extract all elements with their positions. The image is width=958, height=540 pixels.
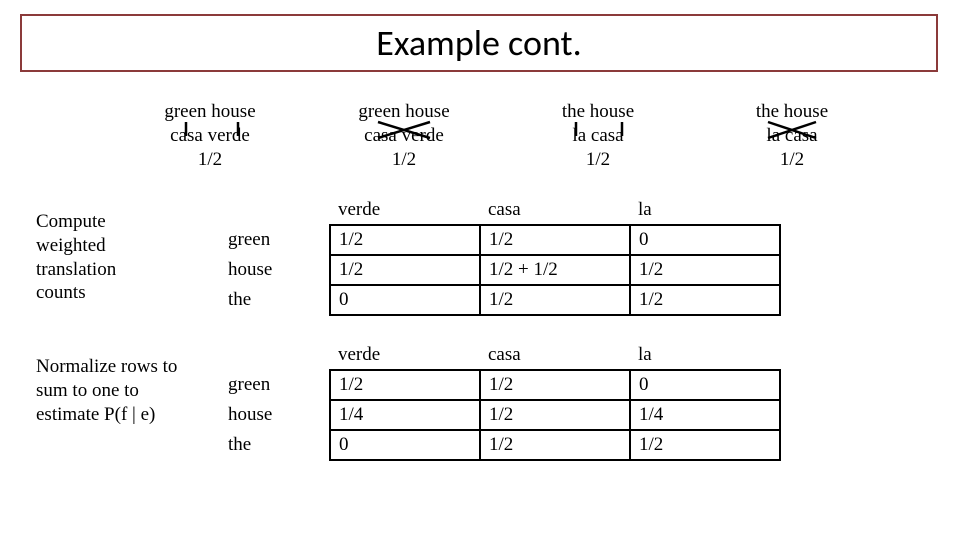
table-cell: 1/4	[330, 400, 480, 430]
example-2: green house casa verde 1/2	[334, 100, 474, 171]
col-header: verde	[330, 195, 480, 225]
caption-counts: Compute weighted translation counts	[36, 210, 166, 305]
table-cell: 0	[630, 225, 780, 255]
table-cell: 1/2	[480, 400, 630, 430]
table-cell: 1/2	[330, 370, 480, 400]
row-label: house	[220, 400, 330, 430]
caption-normalize: Normalize rows to sum to one to estimate…	[36, 355, 196, 426]
example-es: casa verde	[140, 124, 280, 148]
table-cell: 1/2	[480, 370, 630, 400]
col-header: casa	[480, 340, 630, 370]
normalized-table: verde casa la green 1/2 1/2 0 house 1/4 …	[220, 340, 781, 461]
table-cell: 1/2	[480, 225, 630, 255]
example-es: la casa	[722, 124, 862, 148]
table-cell: 1/2	[630, 255, 780, 285]
example-es: casa verde	[334, 124, 474, 148]
example-prob: 1/2	[140, 148, 280, 172]
alignment-examples: green house casa verde 1/2 green house c…	[140, 100, 940, 171]
row-label: the	[220, 430, 330, 460]
table-cell: 0	[330, 430, 480, 460]
example-prob: 1/2	[722, 148, 862, 172]
table-cell: 1/2 + 1/2	[480, 255, 630, 285]
row-label: green	[220, 370, 330, 400]
col-header: la	[630, 340, 780, 370]
table-cell: 1/2	[630, 430, 780, 460]
example-en: green house	[334, 100, 474, 124]
table-cell: 1/2	[630, 285, 780, 315]
example-en: the house	[722, 100, 862, 124]
example-en: green house	[140, 100, 280, 124]
col-header: casa	[480, 195, 630, 225]
example-prob: 1/2	[528, 148, 668, 172]
table-cell: 1/2	[330, 255, 480, 285]
example-es: la casa	[528, 124, 668, 148]
table-cell: 1/2	[480, 430, 630, 460]
row-label: green	[220, 225, 330, 255]
example-1: green house casa verde 1/2	[140, 100, 280, 171]
example-prob: 1/2	[334, 148, 474, 172]
slide-title: Example cont.	[20, 14, 938, 72]
row-label: the	[220, 285, 330, 315]
table-cell: 1/4	[630, 400, 780, 430]
col-header: verde	[330, 340, 480, 370]
counts-table: verde casa la green 1/2 1/2 0 house 1/2 …	[220, 195, 781, 316]
table-cell: 1/2	[480, 285, 630, 315]
example-3: the house la casa 1/2	[528, 100, 668, 171]
table-cell: 1/2	[330, 225, 480, 255]
table-cell: 0	[630, 370, 780, 400]
col-header: la	[630, 195, 780, 225]
row-label: house	[220, 255, 330, 285]
table-cell: 0	[330, 285, 480, 315]
example-en: the house	[528, 100, 668, 124]
example-4: the house la casa 1/2	[722, 100, 862, 171]
